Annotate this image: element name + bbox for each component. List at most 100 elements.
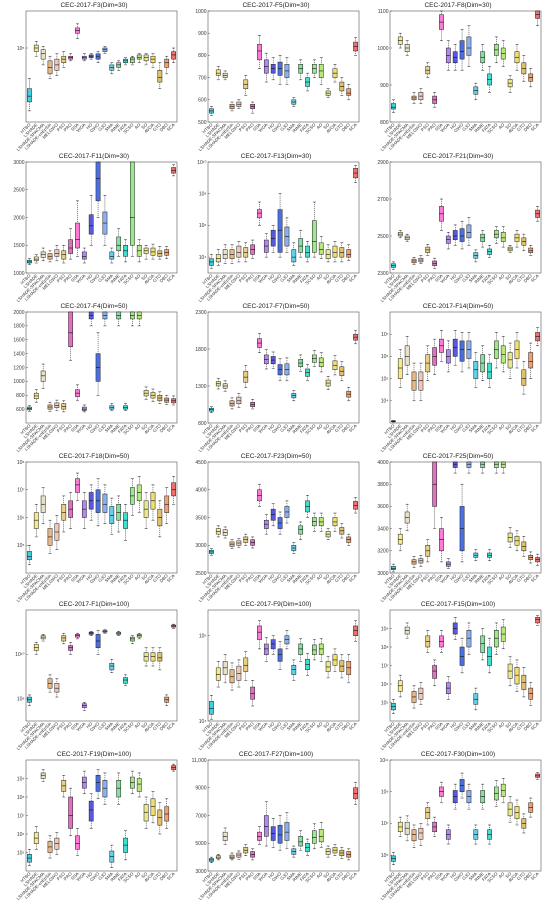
- x-tick-label: FATA: [299, 573, 310, 584]
- x-tick-label: HO: [449, 423, 458, 432]
- x-tick-label: SCA: [348, 423, 358, 433]
- box-HTBO: [27, 405, 32, 412]
- box-body: [257, 625, 262, 640]
- axes-frame: [389, 609, 542, 722]
- box-SO: [507, 245, 513, 253]
- y-tick-label: 3800: [377, 482, 388, 488]
- boxplot-panel: CEC-2017-F3(Dim=30) 10⁵ HTBO LSHADE LSHADE-S…: [8, 2, 180, 152]
- box-GTO: [339, 654, 345, 679]
- x-tick-label: GJO: [279, 573, 289, 583]
- box-FATA: [487, 245, 492, 258]
- box-PRO: [432, 257, 437, 269]
- box-body: [164, 58, 170, 68]
- x-tick-label: GTO: [334, 721, 345, 732]
- box-HTBO: [209, 406, 214, 413]
- box-GWO: [277, 358, 283, 382]
- x-tick-label: AVOA: [507, 721, 519, 733]
- box-AO: [318, 512, 324, 532]
- box-AVOA: [332, 512, 338, 532]
- box-body: [298, 238, 304, 253]
- box-body: [136, 54, 142, 60]
- chart-title: CEC-2017-F1(Dim=100): [58, 601, 130, 608]
- box-body: [81, 251, 87, 260]
- y-tick-label: 9000: [195, 786, 206, 792]
- x-tick-label: WOA: [440, 122, 451, 133]
- box-body: [88, 800, 94, 822]
- box-body: [466, 630, 472, 648]
- box-SO: [507, 656, 513, 687]
- x-tick-label: PRO: [245, 871, 256, 882]
- box-body: [459, 228, 465, 242]
- x-tick-label: SO: [504, 573, 512, 581]
- box-HTBO: [27, 258, 32, 265]
- box-LSHADE-cnEpSin: [229, 244, 235, 264]
- x-tick-label: SCA: [530, 423, 540, 433]
- x-tick-label: DBO: [523, 273, 534, 284]
- axes-frame: [389, 759, 542, 872]
- box-RIME: [298, 354, 304, 372]
- box-LSHADE-SPACMA: [222, 70, 228, 81]
- x-tick-label: AO: [497, 273, 505, 281]
- box-body: [150, 798, 156, 816]
- box-HO: [88, 311, 94, 327]
- box-GJO: [102, 311, 108, 327]
- box-RIME: [480, 44, 486, 71]
- x-tick-label: WOA: [440, 721, 451, 732]
- box-body: [68, 311, 73, 347]
- x-tick-label: GJO: [461, 122, 471, 132]
- box-LSHADE: [397, 528, 403, 552]
- box-LSHADE-cnEpSin: [229, 397, 235, 410]
- box-SCSO: [312, 350, 317, 368]
- box-MELGWO: [418, 88, 424, 104]
- box-GJO: [466, 25, 472, 67]
- x-tick-label: SO: [140, 721, 148, 729]
- x-tick-label: HO: [449, 871, 458, 880]
- x-tick-label: SCA: [348, 721, 358, 731]
- plot-area: 10⁵10⁶10⁷10⁸10⁹HTBOLSHADELSHADE-SPACMALS…: [15, 759, 178, 901]
- chart-title: CEC-2017-F5(Dim=30): [242, 2, 310, 9]
- x-tick-label: PSO: [238, 573, 249, 584]
- box-RIME: [116, 60, 122, 71]
- y-tick-label: 3400: [377, 526, 388, 532]
- box-AO: [500, 40, 506, 67]
- y-tick-label: 10⁶: [381, 682, 389, 688]
- boxplot-panel: CEC-2017-F23(Dim=50) 2500 3000 3500 4000 4500…: [190, 453, 362, 603]
- box-MELGWO: [418, 554, 424, 567]
- box-LSHADE-SPACMA: [404, 336, 410, 375]
- box-body: [325, 661, 331, 672]
- box-DBO: [528, 797, 534, 818]
- x-tick-label: SMA: [286, 423, 296, 433]
- x-tick-label: WOA: [440, 871, 451, 882]
- box-MELGWO: [54, 678, 60, 698]
- x-tick-label: FATA: [117, 871, 128, 882]
- x-tick-label: SMA: [286, 721, 296, 731]
- box-HO: [88, 53, 94, 60]
- x-tick-label: RIME: [292, 573, 303, 584]
- box-RIME: [480, 628, 486, 661]
- x-tick-label: HO: [267, 122, 276, 131]
- x-tick-label: DBO: [159, 573, 170, 584]
- box-GWO: [459, 772, 465, 799]
- x-tick-label: DBO: [341, 122, 352, 133]
- x-tick-label: SMA: [286, 871, 296, 881]
- box-body: [236, 665, 242, 681]
- box-body: [229, 854, 235, 859]
- box-body: [123, 512, 128, 529]
- x-tick-label: PRO: [245, 721, 256, 732]
- box-AO: [500, 336, 506, 373]
- x-tick-label: RIME: [292, 721, 303, 732]
- x-tick-label: PSO: [56, 573, 67, 584]
- box-LSHADE: [397, 230, 403, 239]
- box-PRO: [250, 536, 255, 549]
- boxplot-panel: CEC-2017-F8(Dim=30) 800 900 1000 1100 HTBO LSH…: [372, 2, 544, 152]
- x-tick-label: SSA: [252, 273, 262, 283]
- box-AO: [136, 772, 142, 798]
- y-tick-label: 3200: [377, 549, 388, 555]
- y-tick-label: 10⁵: [17, 46, 25, 52]
- box-GJO: [284, 217, 290, 253]
- box-body: [397, 533, 403, 545]
- axes-frame: [389, 461, 542, 574]
- box-body: [250, 686, 255, 700]
- box-GTO: [157, 802, 163, 835]
